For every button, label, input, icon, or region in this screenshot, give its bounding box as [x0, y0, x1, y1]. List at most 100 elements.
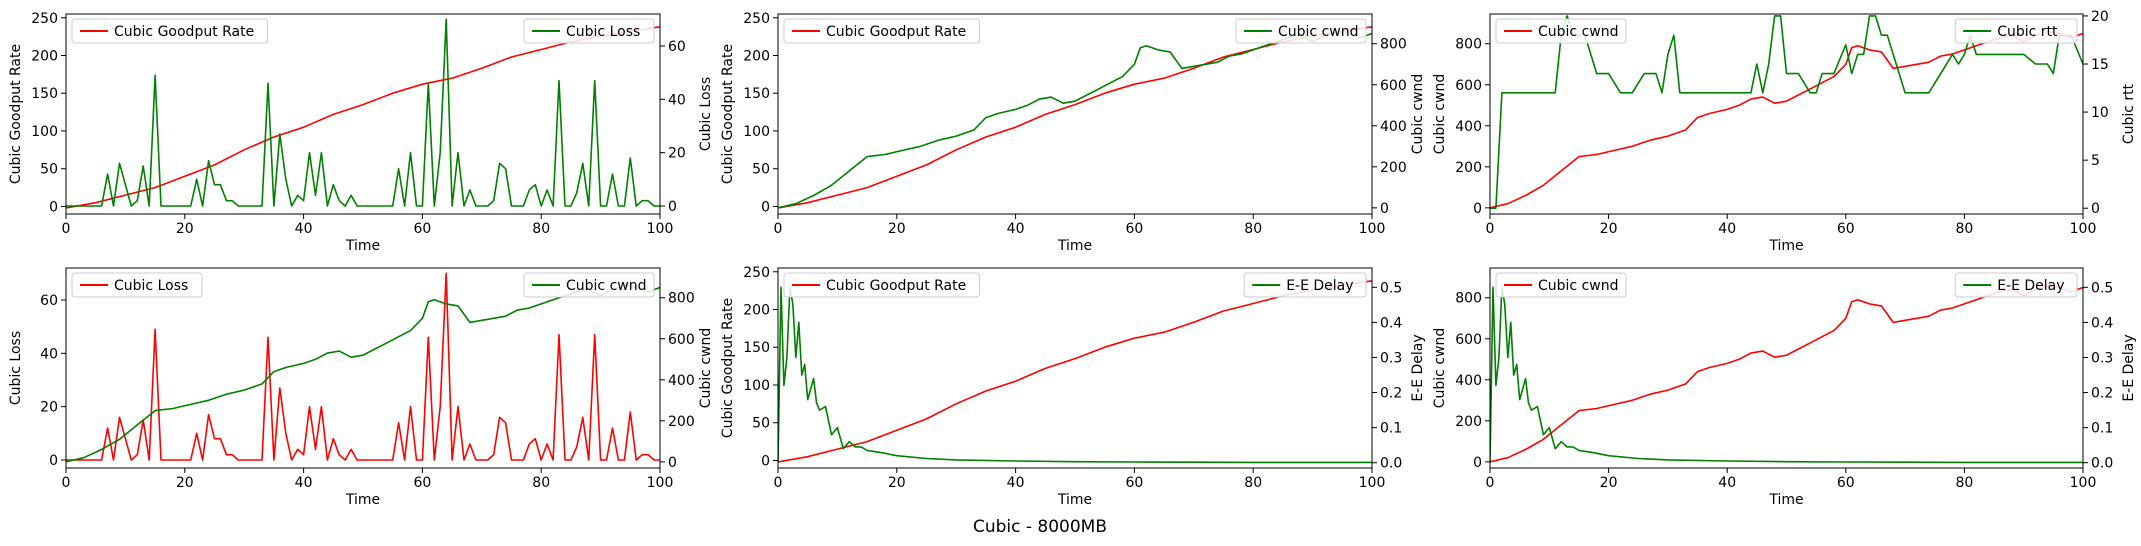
y-tick-label-left: 40: [40, 346, 58, 362]
x-axis-label: Time: [345, 238, 380, 254]
y-tick-label-right: 10: [2091, 105, 2109, 121]
x-tick-label: 80: [532, 475, 550, 491]
legend-right: Cubic cwnd: [1235, 18, 1367, 44]
x-tick-label: 20: [176, 221, 194, 237]
y-tick-label-right: 0.0: [2091, 456, 2113, 472]
x-tick-label: 40: [1007, 221, 1025, 237]
y-tick-label-left: 250: [743, 11, 770, 27]
x-tick-label: 40: [1718, 221, 1736, 237]
x-tick-label: 80: [1955, 475, 1973, 491]
y-tick-label-left: 50: [752, 416, 770, 432]
legend-label: E-E Delay: [1997, 278, 2064, 294]
y-tick-label-left: 800: [1455, 291, 1482, 307]
x-tick-label: 40: [1718, 475, 1736, 491]
y-tick-label-right: 0.3: [2091, 350, 2113, 366]
y-tick-label-right: 0: [1380, 201, 1389, 217]
legend-left: Cubic Goodput Rate: [783, 272, 981, 298]
figure-suptitle: Cubic - 8000MB: [973, 517, 1107, 537]
x-tick-label: 60: [413, 221, 431, 237]
legend-left: Cubic cwnd: [1495, 272, 1627, 298]
x-tick-label: 40: [1007, 475, 1025, 491]
x-tick-label: 80: [1244, 221, 1262, 237]
y-tick-label-right: 200: [1380, 160, 1407, 176]
legend-box: [783, 18, 981, 44]
x-tick-label: 0: [1486, 475, 1495, 491]
legend-left: Cubic cwnd: [1495, 18, 1627, 44]
y-tick-label-right: 0.5: [1380, 280, 1402, 296]
y-tick-label-right: 20: [2091, 9, 2109, 25]
y-tick-label-right: 400: [668, 373, 695, 389]
x-axis-label: Time: [345, 492, 380, 508]
y-tick-label-right: 0.2: [2091, 386, 2113, 402]
y-axis-label-right: Cubic rtt: [2121, 83, 2137, 144]
y-axis-label-left: Cubic Goodput Rate: [720, 44, 736, 184]
y-tick-label-left: 200: [743, 49, 770, 65]
legend-label: Cubic Goodput Rate: [114, 24, 254, 40]
y-tick-label-right: 400: [1380, 119, 1407, 135]
legend-box: [523, 272, 655, 298]
y-tick-label-left: 150: [31, 86, 58, 102]
legend-box: [1235, 18, 1367, 44]
legend-label: Cubic cwnd: [566, 278, 646, 294]
y-tick-label-right: 0.4: [1380, 315, 1402, 331]
y-tick-label-right: 800: [668, 291, 695, 307]
y-tick-label-left: 200: [31, 49, 58, 65]
x-tick-label: 80: [532, 221, 550, 237]
x-tick-label: 20: [1600, 475, 1618, 491]
y-tick-label-left: 800: [1455, 37, 1482, 53]
legend-box: [71, 18, 269, 44]
x-axis-label: Time: [1768, 492, 1803, 508]
x-tick-label: 0: [62, 475, 71, 491]
x-tick-label: 80: [1955, 221, 1973, 237]
y-tick-label-left: 50: [40, 162, 58, 178]
y-tick-label-left: 0: [761, 453, 770, 469]
y-tick-label-right: 0.4: [2091, 315, 2113, 331]
y-tick-label-left: 200: [1455, 414, 1482, 430]
legend-right: Cubic cwnd: [523, 272, 655, 298]
legend-left: Cubic Goodput Rate: [783, 18, 981, 44]
subplot-4: 0 20 40 60 80 100 Time 0 20 40 60 Cubic Loss 0 200 400…: [8, 267, 714, 508]
y-tick-label-right: 0.3: [1380, 350, 1402, 366]
axes-frame: [1489, 267, 2084, 469]
legend-box: [523, 18, 655, 44]
legend-label: Cubic Loss: [566, 24, 640, 40]
axes-frame: [1489, 13, 2084, 215]
subplot-2: 0 20 40 60 80 100 Time 0 50 100 150 200 250 Cubic Goo…: [720, 11, 1426, 254]
y-tick-label-left: 0: [1473, 201, 1482, 217]
y-axis-label-right: Cubic cwnd: [1410, 74, 1426, 154]
y-axis-label-right: Cubic Loss: [698, 77, 714, 151]
x-tick-label: 0: [774, 475, 783, 491]
x-tick-label: 20: [1600, 221, 1618, 237]
axes-frame: [65, 267, 661, 469]
y-tick-label-right: 600: [668, 332, 695, 348]
x-tick-label: 60: [413, 475, 431, 491]
y-tick-label-left: 400: [1455, 119, 1482, 135]
x-tick-label: 60: [1837, 475, 1855, 491]
y-tick-label-right: 0: [668, 199, 677, 215]
y-tick-label-right: 0.0: [1380, 456, 1402, 472]
y-tick-label-left: 60: [40, 293, 58, 309]
x-tick-label: 40: [295, 221, 313, 237]
y-tick-label-left: 600: [1455, 78, 1482, 94]
y-tick-label-right: 600: [1380, 78, 1407, 94]
y-tick-label-right: 60: [668, 39, 686, 55]
series-line-right: [66, 18, 660, 207]
y-axis-label-left: Cubic cwnd: [1432, 328, 1448, 408]
x-tick-label: 100: [647, 221, 674, 237]
y-axis-label-left: Cubic Loss: [8, 331, 24, 405]
y-tick-label-left: 200: [743, 303, 770, 319]
y-tick-label-left: 100: [743, 124, 770, 140]
y-tick-label-left: 250: [743, 265, 770, 281]
legend-box: [1954, 272, 2078, 298]
y-tick-label-left: 150: [743, 340, 770, 356]
legend-label: E-E Delay: [1286, 278, 1353, 294]
y-tick-label-right: 200: [668, 414, 695, 430]
y-tick-label-left: 600: [1455, 332, 1482, 348]
y-tick-label-left: 100: [31, 124, 58, 140]
y-axis-label-right: E-E Delay: [1410, 334, 1426, 401]
legend-label: Cubic cwnd: [1538, 24, 1618, 40]
y-axis-label-left: Cubic Goodput Rate: [8, 44, 24, 184]
